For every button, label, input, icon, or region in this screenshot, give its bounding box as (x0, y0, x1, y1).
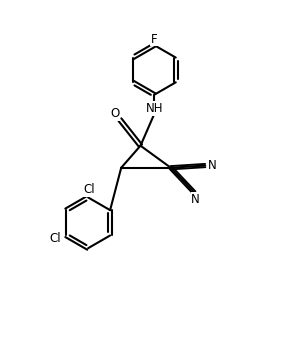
Text: Cl: Cl (49, 232, 61, 245)
Text: N: N (208, 159, 216, 172)
Text: N: N (191, 193, 200, 206)
Text: NH: NH (146, 102, 163, 115)
Text: Cl: Cl (84, 183, 95, 196)
Text: O: O (110, 107, 119, 120)
Text: F: F (151, 33, 158, 46)
